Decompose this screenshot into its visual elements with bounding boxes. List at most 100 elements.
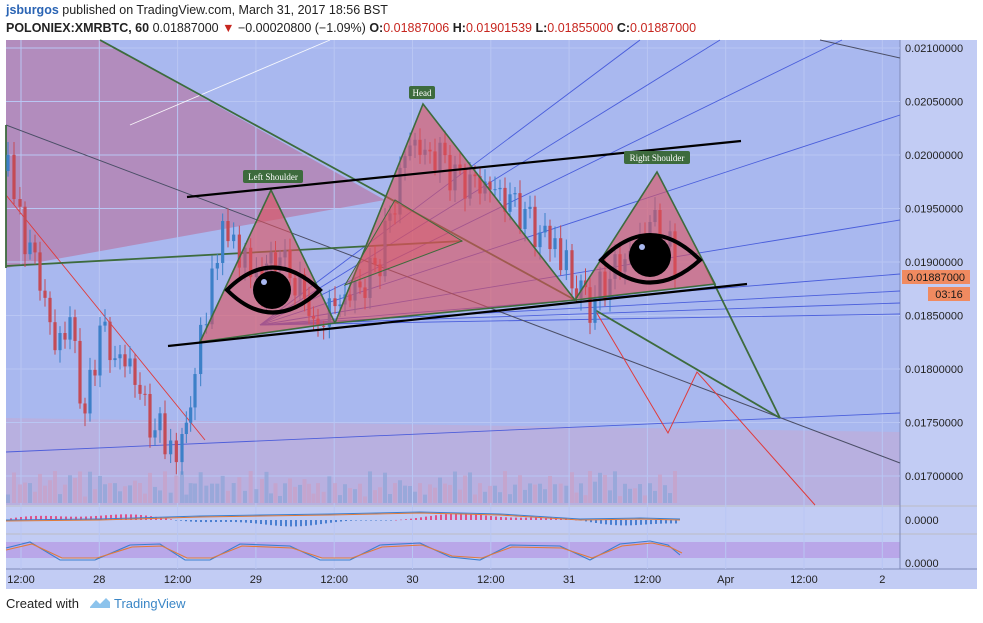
candle-body xyxy=(158,413,162,431)
candle-body xyxy=(12,154,16,200)
macd-bar xyxy=(650,520,652,525)
volume-bar xyxy=(243,490,247,503)
macd-bar xyxy=(260,520,262,525)
candle-body xyxy=(98,325,102,376)
macd-bar xyxy=(445,514,447,520)
volume-bar xyxy=(58,494,62,503)
svg-text:03:16: 03:16 xyxy=(935,289,963,301)
macd-bar xyxy=(500,516,502,520)
macd-bar xyxy=(615,520,617,526)
time-tick-label: 12:00 xyxy=(7,574,35,586)
macd-bar xyxy=(265,520,267,525)
macd-bar xyxy=(305,520,307,526)
volume-bar xyxy=(458,489,462,503)
candle-body xyxy=(93,369,97,376)
macd-bar xyxy=(300,520,302,527)
volume-bar xyxy=(210,483,214,503)
candle-body xyxy=(232,234,236,242)
macd-bar xyxy=(110,514,112,520)
username-link[interactable]: jsburgos xyxy=(6,3,59,17)
volume-bar xyxy=(269,493,273,503)
macd-bar xyxy=(605,520,607,525)
volume-bar xyxy=(153,486,157,503)
macd-bar xyxy=(485,515,487,520)
svg-text:Head: Head xyxy=(413,88,432,98)
volume-bar xyxy=(231,483,236,503)
volume-bar xyxy=(302,479,307,503)
macd-bar xyxy=(670,520,672,524)
macd-bar xyxy=(470,514,472,520)
candle-body xyxy=(28,242,32,255)
price-tick-label: 0.01700000 xyxy=(905,471,963,483)
volume-bar xyxy=(483,491,487,503)
time-axis[interactable]: 12:00 28 12:00 29 12:00 30 12:00 31 12:00 Apr 12:0… xyxy=(7,574,885,586)
macd-bar xyxy=(415,518,417,520)
volume-bar xyxy=(28,483,32,503)
volume-bar xyxy=(658,474,662,503)
candle-body xyxy=(148,393,152,438)
macd-bar xyxy=(15,517,17,520)
time-tick-label: 12:00 xyxy=(477,574,505,586)
candle-body xyxy=(553,238,557,250)
macd-bar xyxy=(520,517,522,520)
volume-bar xyxy=(463,475,467,503)
candle-body xyxy=(88,369,92,414)
volume-bar xyxy=(138,483,142,503)
symbol-label[interactable]: POLONIEX:XMRBTC, 60 xyxy=(6,21,150,35)
macd-bar xyxy=(75,516,77,520)
volume-bar xyxy=(83,496,87,503)
volume-bar xyxy=(93,489,97,503)
stoch-d-line xyxy=(5,542,683,559)
created-with-text: Created with xyxy=(6,596,79,611)
volume-bar xyxy=(588,471,592,503)
candle-body xyxy=(199,324,203,375)
candle-body xyxy=(123,354,127,367)
macd-bar xyxy=(280,520,282,527)
candle-body xyxy=(78,340,82,404)
stoch-axis-bg xyxy=(900,535,977,569)
candle-body xyxy=(103,321,107,326)
volume-bar xyxy=(283,483,287,503)
macd-bar xyxy=(80,516,82,520)
volume-bar xyxy=(513,484,517,503)
candle-body xyxy=(503,187,507,212)
macd-bar xyxy=(105,515,107,520)
volume-bar xyxy=(428,484,432,503)
candle-body xyxy=(493,189,497,191)
volume-bar xyxy=(508,494,512,503)
price-axis[interactable]: 0.02100000 0.02050000 0.02000000 0.01950000… xyxy=(905,43,963,483)
volume-bar xyxy=(180,471,184,503)
candle-body xyxy=(43,290,47,298)
tradingview-logo-link[interactable]: TradingView xyxy=(89,596,186,611)
low-value: 0.01855000 xyxy=(547,21,614,35)
price-tick-label: 0.02050000 xyxy=(905,97,963,109)
macd-bar xyxy=(450,513,452,520)
candle-body xyxy=(58,333,62,351)
price-tick-label: 0.02100000 xyxy=(905,43,963,55)
macd-bar xyxy=(550,517,552,520)
candle-body xyxy=(113,358,117,361)
macd-bar xyxy=(315,520,317,525)
macd-bar xyxy=(320,520,322,525)
svg-text:Right Shoulder: Right Shoulder xyxy=(630,153,685,163)
volume-bar xyxy=(98,475,102,503)
candle-body xyxy=(153,430,157,438)
volume-bar xyxy=(388,494,392,503)
candle-body xyxy=(128,358,132,367)
symbol-info: POLONIEX:XMRBTC, 60 0.01887000 ▼ −0.0002… xyxy=(6,21,696,35)
volume-bar xyxy=(278,495,282,503)
macd-bar xyxy=(600,520,602,524)
macd-bar xyxy=(200,520,202,523)
macd-bar xyxy=(160,517,162,520)
macd-bar xyxy=(365,520,367,521)
macd-bar xyxy=(340,520,342,522)
high-label: H: xyxy=(452,21,466,35)
volume-bar xyxy=(478,483,482,503)
macd-bar xyxy=(360,520,362,521)
macd-bar xyxy=(115,514,117,520)
macd-bar xyxy=(435,515,437,520)
candle-body xyxy=(533,206,537,248)
volume-bar xyxy=(663,485,667,503)
macd-bar xyxy=(380,520,382,521)
